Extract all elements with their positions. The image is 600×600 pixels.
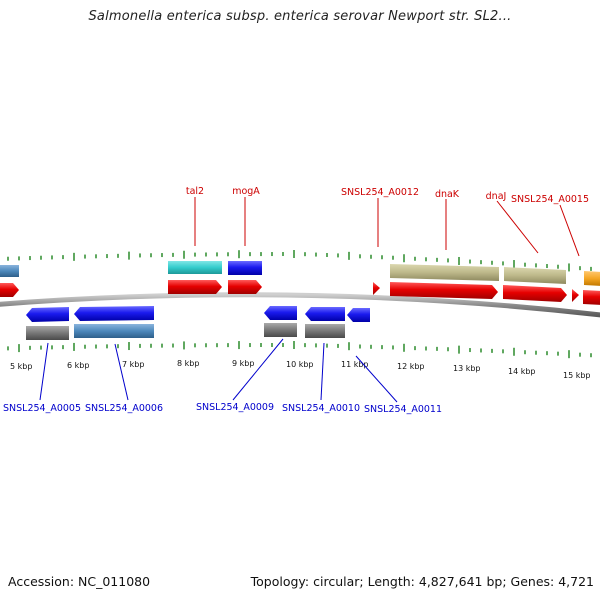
kbp-label: 5 kbp — [10, 362, 32, 371]
genome-backbone — [0, 292, 600, 318]
gene-label-SNSL254_A0009[interactable]: SNSL254_A0009 — [196, 402, 274, 413]
gene-feature[interactable] — [584, 271, 600, 286]
gene-feature[interactable] — [228, 261, 262, 275]
gene-label-SNSL254_A0015[interactable]: SNSL254_A0015 — [511, 194, 589, 205]
bottom-gene-labels: SNSL254_A0005 SNSL254_A0006 SNSL254_A000… — [3, 402, 442, 415]
kbp-label: 7 kbp — [122, 360, 144, 369]
kbp-label: 10 kbp — [286, 360, 314, 369]
gene-label-SNSL254_A0005[interactable]: SNSL254_A0005 — [3, 403, 81, 414]
top-leader-lines — [194, 197, 580, 257]
gene-label-SNSL254_A0006[interactable]: SNSL254_A0006 — [85, 403, 163, 414]
kbp-label: 6 kbp — [67, 361, 89, 370]
gene-feature[interactable] — [503, 285, 567, 302]
gene-feature[interactable] — [390, 264, 499, 281]
gene-feature[interactable] — [0, 265, 19, 277]
gene-feature[interactable] — [74, 306, 154, 321]
gene-feature[interactable] — [373, 282, 380, 295]
kbp-label: 8 kbp — [177, 359, 199, 368]
kbp-label: 13 kbp — [453, 364, 481, 373]
kbp-label: 14 kbp — [508, 367, 536, 376]
gene-label-tal2[interactable]: tal2 — [186, 186, 204, 197]
gene-feature[interactable] — [572, 289, 579, 302]
gene-feature[interactable] — [74, 324, 154, 338]
gene-label-SNSL254_A0012[interactable]: SNSL254_A0012 — [341, 187, 419, 198]
genome-title: Salmonella enterica subsp. enterica sero… — [88, 9, 512, 24]
gene-feature[interactable] — [0, 283, 19, 297]
gene-feature[interactable] — [347, 308, 370, 322]
gene-feature[interactable] — [26, 326, 69, 340]
top-gene-labels: tal2 mogA SNSL254_A0012 dnaK dnaJ SNSL25… — [186, 186, 589, 205]
kbp-label: 12 kbp — [397, 362, 425, 371]
gene-label-dnaJ[interactable]: dnaJ — [486, 191, 507, 202]
genome-summary-text: Topology: circular; Length: 4,827,641 bp… — [250, 574, 594, 589]
bottom-leader-lines — [39, 338, 398, 403]
forward-strand-features — [0, 261, 600, 305]
kbp-label: 11 kbp — [341, 360, 369, 369]
gene-feature[interactable] — [504, 267, 566, 284]
gene-feature[interactable] — [26, 307, 69, 322]
gene-feature[interactable] — [583, 290, 600, 305]
top-tick-row — [7, 250, 592, 272]
gene-feature[interactable] — [305, 324, 345, 338]
reverse-strand-features — [26, 306, 370, 340]
gene-feature[interactable] — [264, 306, 297, 320]
kbp-label: 9 kbp — [232, 359, 254, 368]
kbp-label: 15 kbp — [563, 371, 591, 380]
accession-text: Accession: NC_011080 — [8, 574, 151, 589]
gene-feature[interactable] — [390, 282, 498, 299]
bottom-tick-row — [7, 341, 592, 359]
gene-feature[interactable] — [264, 323, 297, 337]
gene-feature[interactable] — [168, 280, 222, 294]
gene-label-SNSL254_A0011[interactable]: SNSL254_A0011 — [364, 404, 442, 415]
gene-feature[interactable] — [228, 280, 262, 294]
kbp-scale: 5 kbp 6 kbp 7 kbp 8 kbp 9 kbp 10 kbp 11 … — [10, 359, 591, 380]
gene-label-dnaK[interactable]: dnaK — [435, 189, 460, 200]
gene-label-mogA[interactable]: mogA — [232, 186, 260, 197]
gene-feature[interactable] — [305, 307, 345, 321]
gene-label-SNSL254_A0010[interactable]: SNSL254_A0010 — [282, 403, 360, 414]
gene-feature[interactable] — [168, 261, 222, 274]
